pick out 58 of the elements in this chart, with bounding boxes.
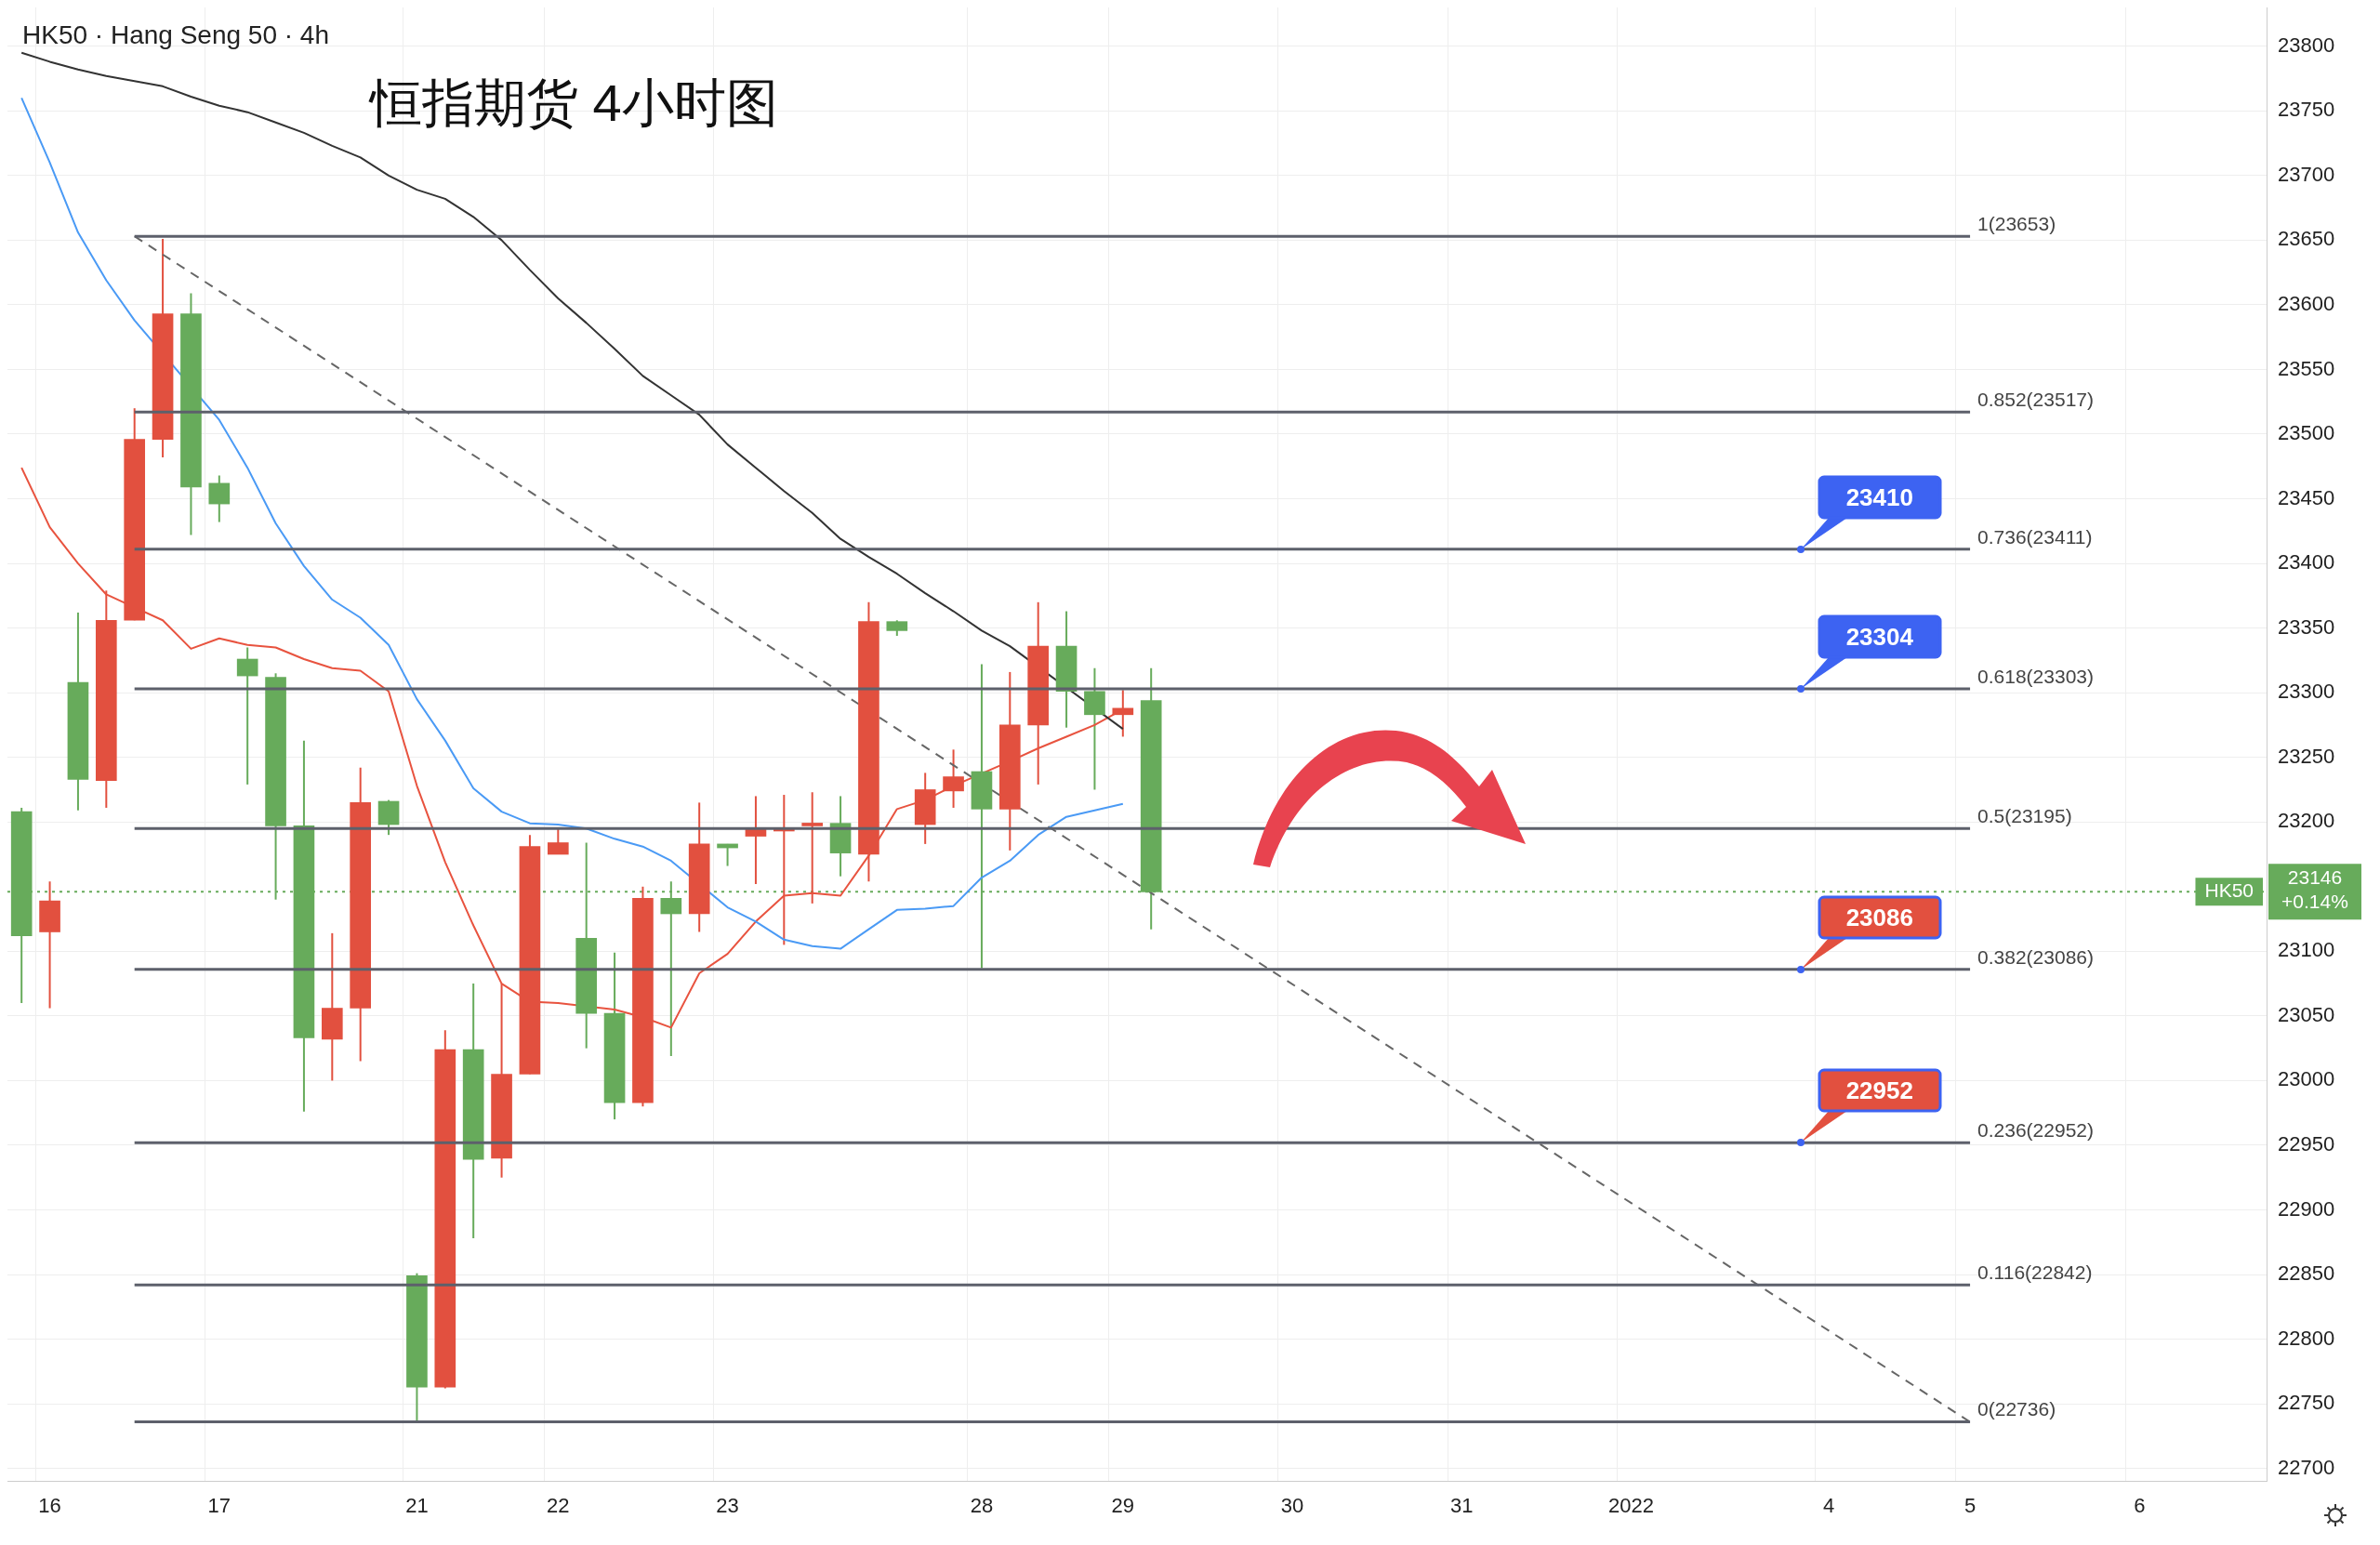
y-tick-label: 23800 — [2278, 33, 2335, 57]
y-tick-label: 23500 — [2278, 421, 2335, 445]
y-tick-label: 22850 — [2278, 1261, 2335, 1286]
series-label: 0.852(23517) — [1977, 389, 2094, 411]
y-tick-label: 23450 — [2278, 485, 2335, 509]
candlestick — [236, 646, 258, 786]
y-tick-label: 23700 — [2278, 162, 2335, 186]
y-tick-label: 23600 — [2278, 291, 2335, 315]
x-tick-label: 2022 — [1608, 1493, 1655, 1517]
text: +0.14% — [2281, 891, 2348, 913]
annotation: 23304 — [1818, 615, 1940, 657]
y-tick-label: 22900 — [2278, 1196, 2335, 1221]
annotation: 23410 — [1818, 476, 1940, 518]
x-tick-label: 6 — [2134, 1493, 2146, 1517]
x-tick-label: 16 — [38, 1493, 61, 1517]
x-tick-label: 17 — [207, 1493, 231, 1517]
series-label: 0.236(22952) — [1977, 1118, 2094, 1141]
y-tick-label: 23300 — [2278, 680, 2335, 704]
text: 23146 — [2287, 866, 2343, 889]
x-tick-label: 21 — [405, 1493, 429, 1517]
y-tick-label: 23000 — [2278, 1067, 2335, 1091]
y-tick-label: 22750 — [2278, 1391, 2335, 1415]
candlestick — [943, 748, 964, 809]
y-tick-label: 23650 — [2278, 227, 2335, 251]
series-label: 1(23653) — [1977, 212, 2056, 234]
y-tick-label: 23050 — [2278, 1002, 2335, 1026]
series-label: 0.116(22842) — [1977, 1261, 2093, 1283]
candlestick — [547, 827, 569, 856]
x-tick-label: 31 — [1450, 1493, 1474, 1517]
y-tick-label: 23100 — [2278, 938, 2335, 962]
x-tick-label: 23 — [716, 1493, 739, 1517]
series-label: 0.5(23195) — [1977, 805, 2072, 826]
y-tick-label: 22800 — [2278, 1326, 2335, 1350]
y-tick-label: 22700 — [2278, 1455, 2335, 1479]
series-label: 0.382(23086) — [1977, 945, 2094, 968]
text: HK50 · Hang Seng 50 · 4h — [22, 20, 329, 50]
series-label: 0.736(23411) — [1977, 525, 2093, 548]
x-tick-label: 30 — [1280, 1493, 1304, 1517]
candlestick — [801, 791, 824, 905]
x-tick-label: 29 — [1111, 1493, 1135, 1517]
y-tick-label: 23250 — [2278, 744, 2335, 768]
text: 恒指期货 4小时图 — [370, 73, 778, 134]
annotation: 23086 — [1818, 896, 1940, 938]
series-label: 0(22736) — [1977, 1398, 2056, 1420]
series-label: 0.618(23303) — [1977, 665, 2094, 687]
x-tick-label: 4 — [1823, 1493, 1835, 1517]
y-tick-label: 23550 — [2278, 356, 2335, 380]
y-tick-label: 23750 — [2278, 98, 2335, 122]
x-tick-label: 5 — [1964, 1493, 1977, 1517]
y-tick-label: 22950 — [2278, 1132, 2335, 1156]
x-tick-label: 22 — [547, 1493, 570, 1517]
annotation: 22952 — [1818, 1070, 1940, 1112]
ref-line-label: HK50 — [2204, 879, 2254, 902]
y-tick-label: 23200 — [2278, 809, 2335, 833]
candlestick — [208, 474, 231, 523]
y-tick-label: 23350 — [2278, 614, 2335, 639]
y-tick-label: 23400 — [2278, 550, 2335, 574]
x-tick-label: 28 — [970, 1493, 994, 1517]
